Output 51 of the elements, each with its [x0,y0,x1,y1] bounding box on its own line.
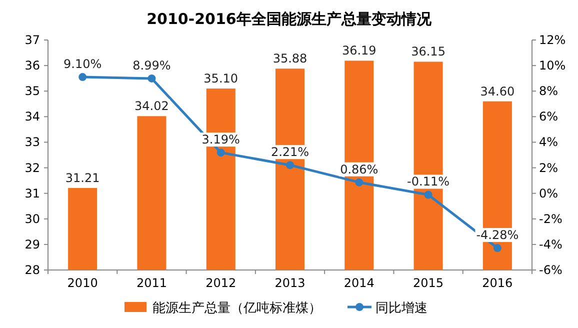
x-tick-label: 2013 [274,276,306,290]
point [493,244,502,252]
point [286,161,294,170]
data-label: 34.02 [134,99,169,114]
y2-tick-label: -6% [539,263,562,277]
point [216,148,225,157]
point [78,73,87,82]
y2-tick-label: 12% [539,33,566,47]
data-label: 2.21% [270,145,310,160]
y-tick-label: 29 [24,237,40,252]
y-tick-label: 32 [24,160,40,175]
point [148,74,156,82]
y2-tick-label: 4% [539,135,558,150]
point [424,190,432,199]
x-tick-label: 2012 [206,276,236,290]
x-tick-label: 2015 [413,276,444,290]
y-tick-label: 35 [24,84,40,98]
data-label: 34.60 [480,84,515,98]
data-label: -4.28% [476,228,519,242]
data-label: 9.10% [64,57,102,72]
chart-title: 2010-2016年全国能源生产总量变动情况 [146,10,432,28]
y2-tick-label: 10% [539,58,566,73]
data-label: 3.19% [202,132,240,147]
y2-tick-label: -4% [539,237,562,252]
y2-tick-label: 2% [539,160,558,175]
data-label: 36.19 [342,44,376,58]
x-tick-label: 2011 [136,276,167,290]
y-tick-label: 33 [24,135,40,150]
data-label: 8.99% [132,58,171,72]
data-label: 0.86% [340,162,378,176]
y-tick-label: 37 [24,33,40,47]
y-tick-label: 34 [24,110,40,124]
data-label: -0.11% [407,174,450,189]
y-tick-label: 28 [24,263,40,277]
y2-tick-label: 6% [539,110,558,124]
x-tick-label: 2016 [482,276,513,290]
y-tick-label: 36 [24,58,40,73]
data-label: 35.88 [272,52,308,66]
data-label: 31.21 [65,170,100,185]
legend-label: 能源生产总量（亿吨标准煤） [152,301,322,316]
x-tick-label: 2010 [67,276,98,290]
y-tick-label: 30 [24,212,40,226]
point [355,178,364,186]
x-tick-label: 2014 [344,276,374,290]
y2-tick-label: 0% [539,186,558,200]
data-label: 36.15 [411,44,446,59]
y2-tick-label: -2% [539,212,562,226]
data-label: 35.10 [204,72,238,86]
legend-label: 同比增速 [376,301,428,316]
y-tick-label: 31 [24,186,40,200]
y2-tick-label: 8% [539,84,558,98]
